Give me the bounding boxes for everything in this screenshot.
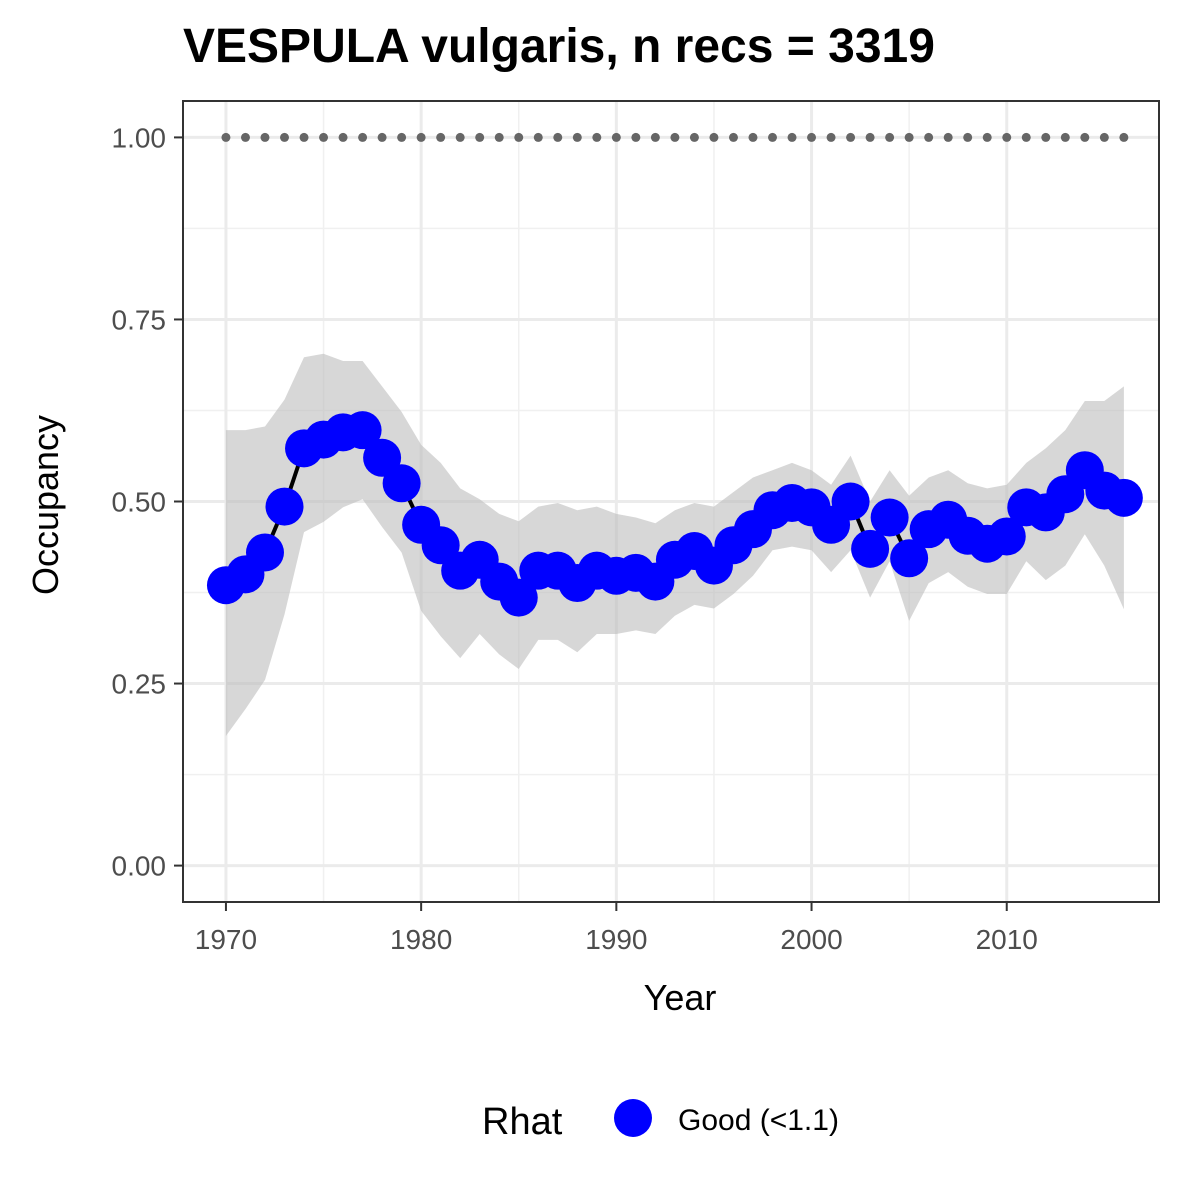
reference-point — [1021, 132, 1031, 142]
occupancy-point — [890, 539, 929, 578]
reference-point — [943, 132, 953, 142]
reference-point — [533, 132, 543, 142]
y-tick-label: 0.50 — [112, 487, 167, 518]
x-tick-label: 1970 — [195, 924, 257, 955]
reference-point — [338, 132, 348, 142]
reference-point — [416, 132, 426, 142]
y-tick-label: 0.00 — [112, 851, 167, 882]
x-tick-label: 2000 — [780, 924, 842, 955]
y-tick-label: 0.25 — [112, 669, 167, 700]
reference-point — [514, 132, 524, 142]
reference-point — [280, 132, 290, 142]
reference-point — [650, 132, 660, 142]
reference-point — [494, 132, 504, 142]
reference-point — [397, 132, 407, 142]
x-tick-label: 1990 — [585, 924, 647, 955]
reference-point — [1041, 132, 1051, 142]
reference-point — [260, 132, 270, 142]
reference-point — [592, 132, 602, 142]
reference-point — [748, 132, 758, 142]
x-axis: 1970 1980 1990 2000 2010 — [195, 902, 1038, 955]
reference-point — [572, 132, 582, 142]
reference-point — [1080, 132, 1090, 142]
reference-point — [319, 132, 329, 142]
occupancy-point — [831, 482, 870, 521]
reference-point — [377, 132, 387, 142]
reference-point — [982, 132, 992, 142]
occupancy-point — [1104, 478, 1143, 517]
reference-point — [885, 132, 895, 142]
y-axis: 0.00 0.25 0.50 0.75 1.00 — [112, 122, 183, 882]
reference-point — [924, 132, 934, 142]
legend: Rhat Good (<1.1) — [482, 1099, 839, 1143]
occupancy-points-layer — [206, 411, 1143, 617]
reference-point — [1060, 132, 1070, 142]
reference-point — [299, 132, 309, 142]
reference-point — [963, 132, 973, 142]
reference-point — [1002, 132, 1012, 142]
occupancy-point — [499, 578, 538, 617]
x-axis-title: Year — [644, 977, 717, 1018]
reference-point — [455, 132, 465, 142]
reference-point — [240, 132, 250, 142]
y-tick-label: 1.00 — [112, 122, 167, 153]
reference-points-layer — [221, 132, 1129, 142]
reference-point — [768, 132, 778, 142]
reference-point — [865, 132, 875, 142]
legend-title: Rhat — [482, 1101, 563, 1143]
reference-point — [670, 132, 680, 142]
occupancy-point — [870, 498, 909, 537]
reference-point — [787, 132, 797, 142]
occupancy-point — [265, 487, 304, 526]
occupancy-point — [987, 517, 1026, 556]
reference-point — [1119, 132, 1129, 142]
reference-point — [1099, 132, 1109, 142]
chart-title: VESPULA vulgaris, n recs = 3319 — [183, 20, 935, 73]
occupancy-point — [851, 529, 890, 568]
occupancy-point — [245, 533, 284, 572]
reference-point — [553, 132, 563, 142]
reference-point — [358, 132, 368, 142]
reference-point — [846, 132, 856, 142]
reference-point — [728, 132, 738, 142]
y-tick-label: 0.75 — [112, 304, 167, 335]
reference-point — [436, 132, 446, 142]
reference-point — [826, 132, 836, 142]
occupancy-point — [343, 411, 382, 450]
reference-point — [709, 132, 719, 142]
legend-key-good — [614, 1099, 652, 1137]
reference-point — [904, 132, 914, 142]
reference-point — [807, 132, 817, 142]
x-tick-label: 2010 — [976, 924, 1038, 955]
legend-label-good: Good (<1.1) — [678, 1104, 839, 1137]
reference-point — [475, 132, 485, 142]
y-axis-title: Occupancy — [25, 415, 66, 595]
reference-point — [221, 132, 231, 142]
x-tick-label: 1980 — [390, 924, 452, 955]
reference-point — [689, 132, 699, 142]
reference-point — [611, 132, 621, 142]
occupancy-point — [382, 464, 421, 503]
reference-point — [631, 132, 641, 142]
